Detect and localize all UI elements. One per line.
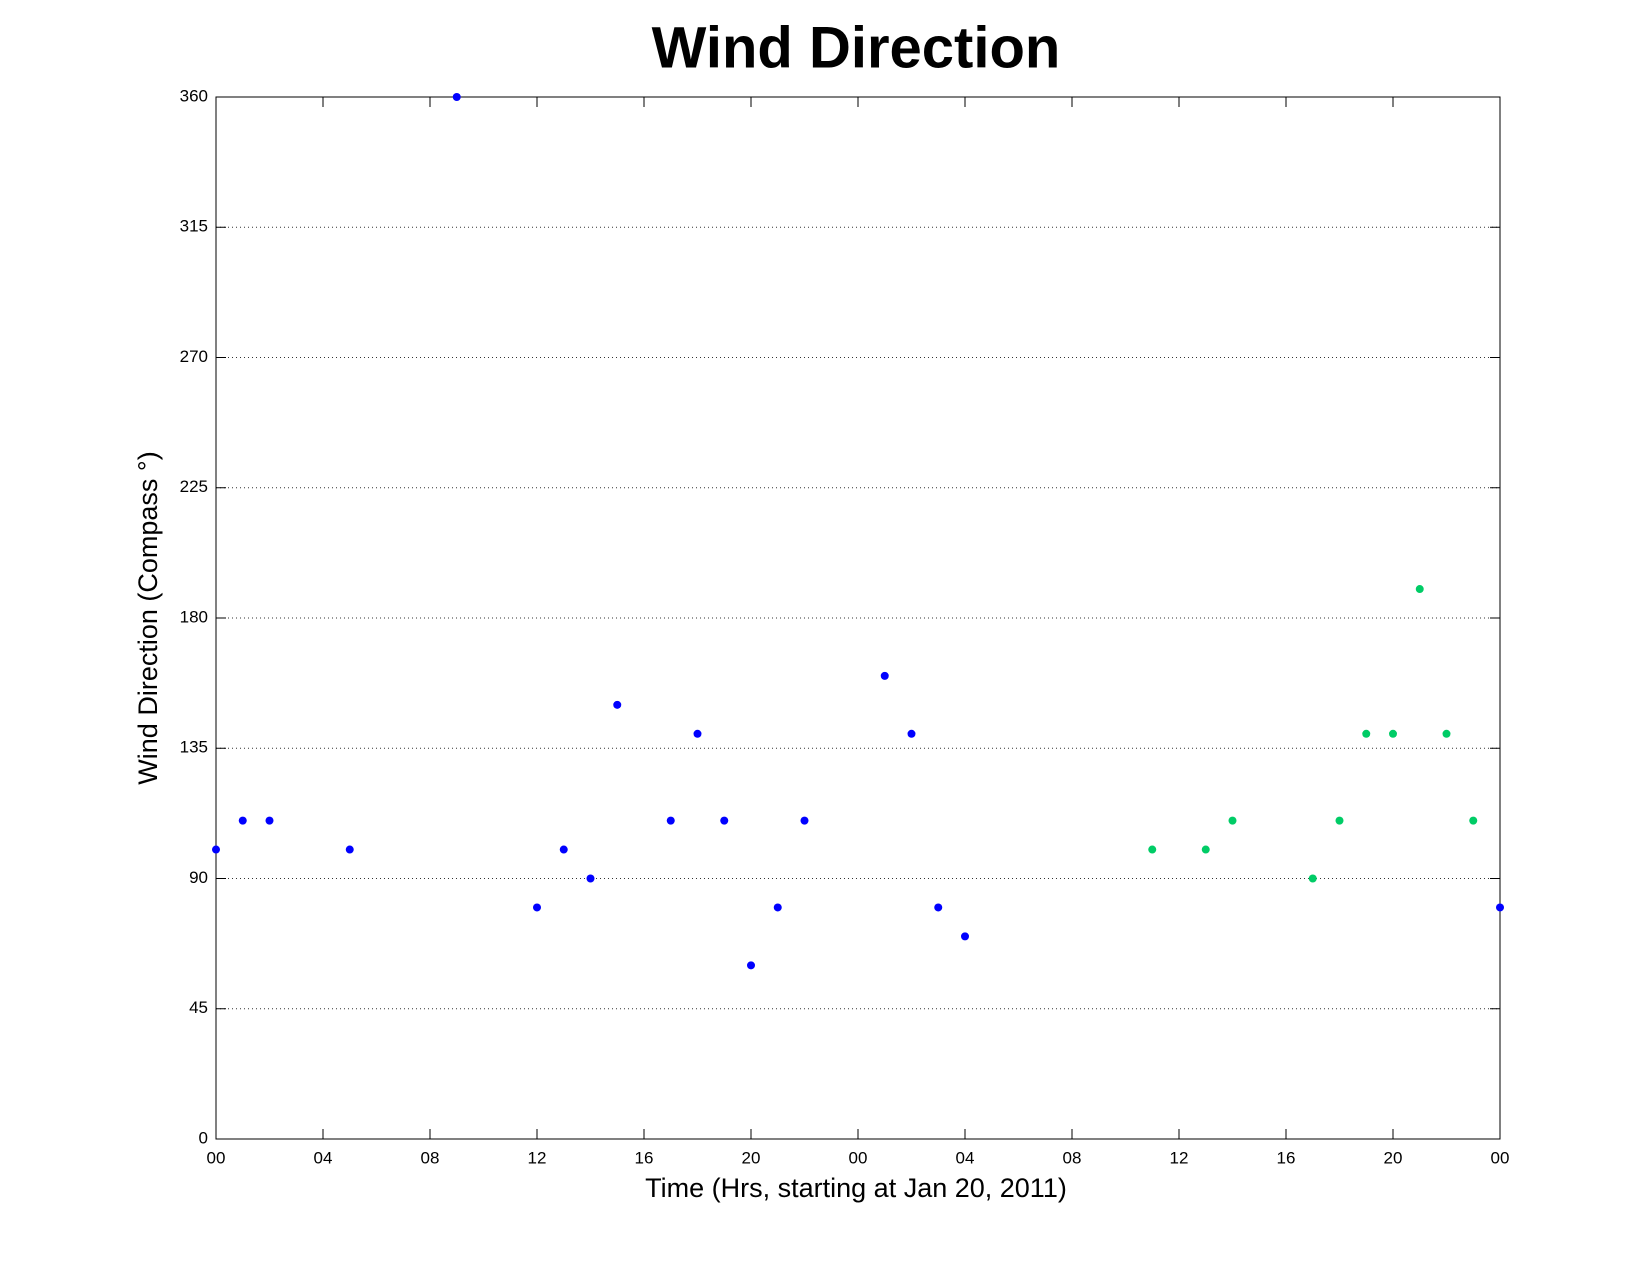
- point: [934, 903, 943, 912]
- y-tick-label: 90: [189, 868, 208, 887]
- point: [238, 816, 247, 825]
- x-tick-label: 00: [207, 1148, 226, 1167]
- y-axis-label: Wind Direction (Compass °): [133, 451, 163, 784]
- point: [533, 903, 541, 912]
- x-tick-label: 20: [1384, 1148, 1403, 1167]
- y-tick-label: 180: [180, 607, 208, 626]
- x-tick-label: 00: [849, 1148, 868, 1167]
- point: [586, 874, 595, 883]
- y-tick-label: 135: [180, 738, 208, 757]
- x-tick-label: 08: [1063, 1148, 1082, 1167]
- x-tick-label: 12: [528, 1148, 547, 1167]
- point: [452, 93, 461, 101]
- point: [1308, 874, 1317, 883]
- x-tick-label: 08: [421, 1148, 440, 1167]
- point: [1148, 845, 1157, 854]
- x-tick-label: 04: [314, 1148, 333, 1167]
- point: [1389, 729, 1397, 738]
- point: [1415, 585, 1424, 594]
- point: [1442, 729, 1451, 738]
- point: [880, 671, 889, 680]
- x-tick-label: 12: [1170, 1148, 1189, 1167]
- point: [1228, 816, 1237, 825]
- point: [666, 816, 675, 825]
- point: [907, 729, 916, 738]
- point: [559, 845, 568, 854]
- point: [1496, 903, 1504, 912]
- x-tick-label: 16: [1277, 1148, 1296, 1167]
- y-tick-label: 45: [189, 998, 208, 1017]
- x-tick-label: 00: [1491, 1148, 1510, 1167]
- y-tick-label: 360: [180, 86, 208, 105]
- y-tick-label: 270: [180, 347, 208, 366]
- plot-frame: [215, 96, 1501, 1140]
- point: [1201, 845, 1210, 854]
- point: [345, 845, 354, 854]
- x-tick-label: 20: [742, 1148, 761, 1167]
- x-tick-label: 04: [956, 1148, 975, 1167]
- point: [1362, 729, 1371, 738]
- point: [1335, 816, 1344, 825]
- point: [800, 816, 809, 825]
- point: [773, 903, 782, 912]
- point: [613, 700, 622, 709]
- y-tick-label: 0: [199, 1128, 208, 1147]
- y-tick-label: 315: [180, 217, 208, 236]
- point: [747, 961, 755, 970]
- point: [212, 845, 220, 854]
- x-axis-label: Time (Hrs, starting at Jan 20, 2011): [645, 1173, 1067, 1203]
- point: [1469, 816, 1478, 825]
- point: [693, 729, 702, 738]
- point: [265, 816, 274, 825]
- x-tick-label: 16: [635, 1148, 654, 1167]
- point: [961, 932, 969, 941]
- y-tick-label: 225: [180, 477, 208, 496]
- chart-title: Wind Direction: [652, 15, 1061, 80]
- point: [720, 816, 729, 825]
